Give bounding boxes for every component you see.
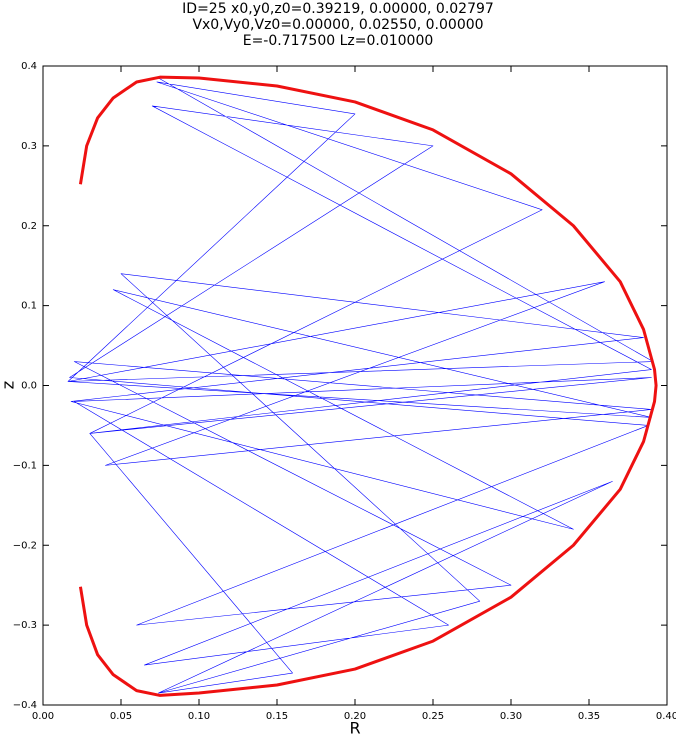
x-tick-label: 0.30 xyxy=(500,711,522,722)
y-tick-label: 0.0 xyxy=(21,381,37,392)
x-tick-label: 0.20 xyxy=(344,711,366,722)
boundary-curve xyxy=(78,75,658,697)
y-tick-label: 0.1 xyxy=(21,301,37,312)
x-tick-label: 0.40 xyxy=(656,711,676,722)
x-tick-label: 0.05 xyxy=(110,711,132,722)
y-tick-label: 0.4 xyxy=(21,61,37,72)
y-tick-label: −0.3 xyxy=(13,620,37,631)
y-tick-label: −0.1 xyxy=(13,460,37,471)
plot-area xyxy=(67,75,658,697)
title-line: ID=25 x0,y0,z0=0.39219, 0.00000, 0.02797 xyxy=(182,1,494,17)
x-tick-label: 0.10 xyxy=(188,711,210,722)
y-tick-label: 0.3 xyxy=(21,141,37,152)
y-tick-label: −0.4 xyxy=(13,700,37,711)
x-axis-label: R xyxy=(349,719,360,736)
y-axis-label: z xyxy=(0,381,18,389)
y-tick-label: 0.2 xyxy=(21,221,37,232)
title-line: E=-0.717500 Lz=0.010000 xyxy=(243,33,434,49)
x-tick-label: 0.25 xyxy=(422,711,444,722)
x-tick-label: 0.15 xyxy=(266,711,288,722)
x-tick-label: 0.00 xyxy=(32,711,54,722)
x-tick-label: 0.35 xyxy=(578,711,600,722)
title-line: Vx0,Vy0,Vz0=0.00000, 0.02550, 0.00000 xyxy=(192,17,483,33)
y-tick-label: −0.2 xyxy=(13,540,37,551)
orbit-line xyxy=(67,77,654,694)
